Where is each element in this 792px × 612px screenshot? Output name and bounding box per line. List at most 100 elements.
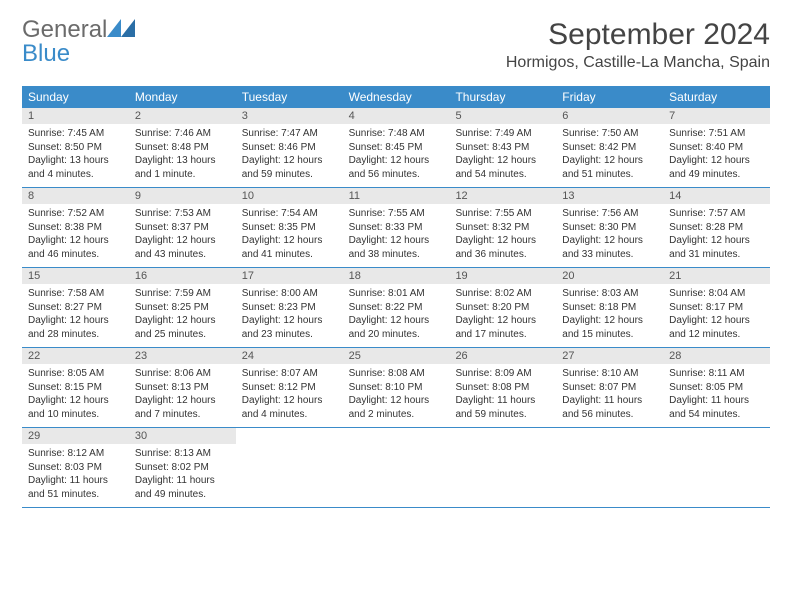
daylight-text: Daylight: 11 hours and 59 minutes.: [455, 394, 550, 421]
day-number: 13: [556, 188, 663, 204]
day-body: Sunrise: 7:54 AMSunset: 8:35 PMDaylight:…: [236, 204, 343, 267]
day-cell: 3Sunrise: 7:47 AMSunset: 8:46 PMDaylight…: [236, 108, 343, 187]
sunset-text: Sunset: 8:28 PM: [669, 221, 764, 235]
day-cell: 30Sunrise: 8:13 AMSunset: 8:02 PMDayligh…: [129, 428, 236, 507]
day-body: Sunrise: 8:10 AMSunset: 8:07 PMDaylight:…: [556, 364, 663, 427]
daylight-text: Daylight: 12 hours and 17 minutes.: [455, 314, 550, 341]
day-number: 9: [129, 188, 236, 204]
daylight-text: Daylight: 12 hours and 4 minutes.: [242, 394, 337, 421]
daylight-text: Daylight: 12 hours and 51 minutes.: [562, 154, 657, 181]
day-number: 19: [449, 268, 556, 284]
sunrise-text: Sunrise: 8:09 AM: [455, 367, 550, 381]
sunset-text: Sunset: 8:42 PM: [562, 141, 657, 155]
day-body: Sunrise: 8:03 AMSunset: 8:18 PMDaylight:…: [556, 284, 663, 347]
sunset-text: Sunset: 8:37 PM: [135, 221, 230, 235]
daylight-text: Daylight: 12 hours and 28 minutes.: [28, 314, 123, 341]
sunrise-text: Sunrise: 7:56 AM: [562, 207, 657, 221]
day-number: 17: [236, 268, 343, 284]
calendar: SundayMondayTuesdayWednesdayThursdayFrid…: [22, 86, 770, 508]
daylight-text: Daylight: 12 hours and 49 minutes.: [669, 154, 764, 181]
day-body: Sunrise: 8:06 AMSunset: 8:13 PMDaylight:…: [129, 364, 236, 427]
daylight-text: Daylight: 12 hours and 2 minutes.: [349, 394, 444, 421]
day-body: Sunrise: 8:04 AMSunset: 8:17 PMDaylight:…: [663, 284, 770, 347]
day-body: Sunrise: 7:47 AMSunset: 8:46 PMDaylight:…: [236, 124, 343, 187]
sunset-text: Sunset: 8:18 PM: [562, 301, 657, 315]
sunrise-text: Sunrise: 8:02 AM: [455, 287, 550, 301]
day-body: Sunrise: 8:05 AMSunset: 8:15 PMDaylight:…: [22, 364, 129, 427]
day-body: [236, 432, 343, 441]
day-cell: 14Sunrise: 7:57 AMSunset: 8:28 PMDayligh…: [663, 188, 770, 267]
daylight-text: Daylight: 12 hours and 54 minutes.: [455, 154, 550, 181]
weekday-header: Monday: [129, 86, 236, 108]
sunrise-text: Sunrise: 8:00 AM: [242, 287, 337, 301]
daylight-text: Daylight: 12 hours and 15 minutes.: [562, 314, 657, 341]
sunset-text: Sunset: 8:30 PM: [562, 221, 657, 235]
day-number: 21: [663, 268, 770, 284]
day-body: Sunrise: 8:08 AMSunset: 8:10 PMDaylight:…: [343, 364, 450, 427]
logo-triangle-icon: [107, 18, 135, 42]
sunset-text: Sunset: 8:08 PM: [455, 381, 550, 395]
sunrise-text: Sunrise: 7:49 AM: [455, 127, 550, 141]
sunrise-text: Sunrise: 8:13 AM: [135, 447, 230, 461]
daylight-text: Daylight: 12 hours and 43 minutes.: [135, 234, 230, 261]
day-number: 29: [22, 428, 129, 444]
day-body: Sunrise: 7:59 AMSunset: 8:25 PMDaylight:…: [129, 284, 236, 347]
day-cell: 5 Sunrise: 7:49 AMSunset: 8:43 PMDaylight…: [449, 108, 556, 187]
day-cell: 9Sunrise: 7:53 AMSunset: 8:37 PMDaylight…: [129, 188, 236, 267]
day-body: Sunrise: 7:56 AMSunset: 8:30 PMDaylight:…: [556, 204, 663, 267]
day-body: Sunrise: 7:55 AMSunset: 8:33 PMDaylight:…: [343, 204, 450, 267]
daylight-text: Daylight: 12 hours and 56 minutes.: [349, 154, 444, 181]
week-row: 29Sunrise: 8:12 AMSunset: 8:03 PMDayligh…: [22, 428, 770, 508]
day-body: Sunrise: 7:45 AMSunset: 8:50 PMDaylight:…: [22, 124, 129, 187]
day-number: 15: [22, 268, 129, 284]
sunrise-text: Sunrise: 8:04 AM: [669, 287, 764, 301]
day-cell: 23Sunrise: 8:06 AMSunset: 8:13 PMDayligh…: [129, 348, 236, 427]
week-row: 22Sunrise: 8:05 AMSunset: 8:15 PMDayligh…: [22, 348, 770, 428]
day-body: Sunrise: 7:58 AMSunset: 8:27 PMDaylight:…: [22, 284, 129, 347]
daylight-text: Daylight: 11 hours and 49 minutes.: [135, 474, 230, 501]
day-cell: 6Sunrise: 7:50 AMSunset: 8:42 PMDaylight…: [556, 108, 663, 187]
day-number: 28: [663, 348, 770, 364]
sunrise-text: Sunrise: 7:48 AM: [349, 127, 444, 141]
sunset-text: Sunset: 8:12 PM: [242, 381, 337, 395]
day-number: 23: [129, 348, 236, 364]
day-body: Sunrise: 8:11 AMSunset: 8:05 PMDaylight:…: [663, 364, 770, 427]
day-cell: 4Sunrise: 7:48 AMSunset: 8:45 PMDaylight…: [343, 108, 450, 187]
sunrise-text: Sunrise: 7:51 AM: [669, 127, 764, 141]
daylight-text: Daylight: 12 hours and 23 minutes.: [242, 314, 337, 341]
day-number: 5: [449, 108, 556, 124]
daylight-text: Daylight: 11 hours and 54 minutes.: [669, 394, 764, 421]
sunset-text: Sunset: 8:25 PM: [135, 301, 230, 315]
day-cell: [556, 428, 663, 507]
sunset-text: Sunset: 8:35 PM: [242, 221, 337, 235]
day-cell: 24Sunrise: 8:07 AMSunset: 8:12 PMDayligh…: [236, 348, 343, 427]
sunset-text: Sunset: 8:02 PM: [135, 461, 230, 475]
sunset-text: Sunset: 8:43 PM: [455, 141, 550, 155]
day-cell: 28Sunrise: 8:11 AMSunset: 8:05 PMDayligh…: [663, 348, 770, 427]
daylight-text: Daylight: 13 hours and 1 minute.: [135, 154, 230, 181]
day-number: 8: [22, 188, 129, 204]
day-body: Sunrise: 7:51 AMSunset: 8:40 PMDaylight:…: [663, 124, 770, 187]
sunrise-text: Sunrise: 8:11 AM: [669, 367, 764, 381]
sunset-text: Sunset: 8:23 PM: [242, 301, 337, 315]
sunrise-text: Sunrise: 7:53 AM: [135, 207, 230, 221]
day-body: Sunrise: 7:55 AMSunset: 8:32 PMDaylight:…: [449, 204, 556, 267]
day-body: [343, 432, 450, 441]
day-cell: 8Sunrise: 7:52 AMSunset: 8:38 PMDaylight…: [22, 188, 129, 267]
day-body: Sunrise: 7:50 AMSunset: 8:42 PMDaylight:…: [556, 124, 663, 187]
sunrise-text: Sunrise: 8:10 AM: [562, 367, 657, 381]
daylight-text: Daylight: 12 hours and 59 minutes.: [242, 154, 337, 181]
day-body: Sunrise: 8:00 AMSunset: 8:23 PMDaylight:…: [236, 284, 343, 347]
sunset-text: Sunset: 8:48 PM: [135, 141, 230, 155]
day-number: 6: [556, 108, 663, 124]
day-cell: 2Sunrise: 7:46 AMSunset: 8:48 PMDaylight…: [129, 108, 236, 187]
daylight-text: Daylight: 12 hours and 20 minutes.: [349, 314, 444, 341]
sunrise-text: Sunrise: 7:50 AM: [562, 127, 657, 141]
day-body: Sunrise: 7:53 AMSunset: 8:37 PMDaylight:…: [129, 204, 236, 267]
day-number: 27: [556, 348, 663, 364]
day-cell: 18Sunrise: 8:01 AMSunset: 8:22 PMDayligh…: [343, 268, 450, 347]
day-number: 2: [129, 108, 236, 124]
sunset-text: Sunset: 8:45 PM: [349, 141, 444, 155]
day-body: Sunrise: 7:46 AMSunset: 8:48 PMDaylight:…: [129, 124, 236, 187]
day-cell: 10Sunrise: 7:54 AMSunset: 8:35 PMDayligh…: [236, 188, 343, 267]
